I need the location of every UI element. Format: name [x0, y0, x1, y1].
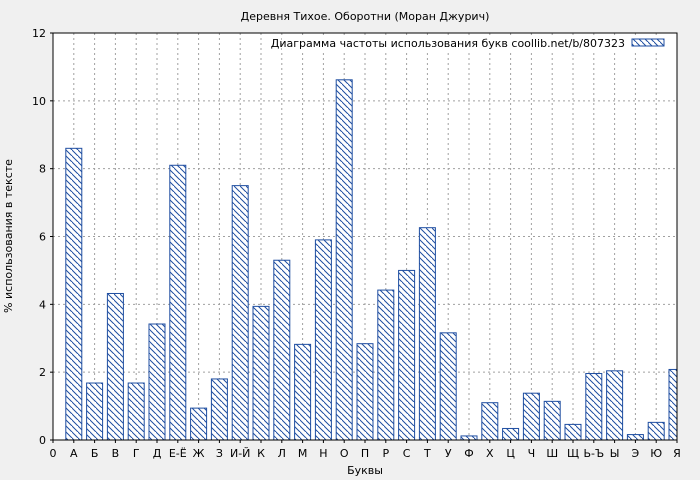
y-tick-label: 12 — [32, 27, 46, 40]
y-tick-label: 8 — [39, 163, 46, 176]
legend-background — [282, 35, 676, 51]
x-tick-label: У — [445, 447, 452, 460]
bar-С — [398, 269, 416, 441]
x-axis-ticks: 0 А Б В Г Д Е-Ё Ж З И-Й К Л М Н О П Р С Т У Ф Х Ц Ч Ш Щ Ь-Ъ Ы Э Ю Я — [50, 440, 681, 460]
bar-Э — [626, 434, 644, 441]
x-tick-label: Р — [382, 447, 389, 460]
y-axis-ticks: 0 2 4 6 8 10 12 — [32, 27, 53, 447]
x-tick-label: С — [403, 447, 411, 460]
x-tick-label: Ф — [464, 447, 473, 460]
y-tick-label: 2 — [39, 366, 46, 379]
bar-Щ — [564, 423, 582, 441]
x-tick-label: Ь-Ъ — [583, 447, 604, 460]
x-tick-label: А — [70, 447, 78, 460]
bar-Н — [314, 239, 332, 441]
bars-group — [65, 79, 678, 441]
x-tick-label: Э — [632, 447, 640, 460]
bar-Ы — [606, 370, 624, 441]
x-tick-label: Щ — [567, 447, 579, 460]
bar-Ф — [460, 435, 478, 441]
x-tick-label: Х — [486, 447, 494, 460]
legend: Диаграмма частоты использования букв coo… — [271, 35, 676, 51]
bar-Ц — [502, 427, 520, 441]
legend-swatch — [631, 38, 665, 47]
x-tick-label: Н — [319, 447, 327, 460]
bar-А — [65, 147, 83, 441]
bar-И-Й — [231, 185, 249, 441]
bar-Ю — [647, 421, 665, 441]
x-tick-label: 0 — [50, 447, 57, 460]
x-tick-label: Ж — [193, 447, 205, 460]
bar-Я — [668, 368, 678, 441]
bar-З — [210, 378, 228, 441]
bar-Ч — [522, 392, 540, 441]
x-tick-label: Ю — [650, 447, 662, 460]
y-tick-label: 0 — [39, 434, 46, 447]
x-tick-label: Ч — [528, 447, 536, 460]
x-tick-label: Т — [423, 447, 431, 460]
x-tick-label: Ш — [546, 447, 558, 460]
bar-Д — [148, 323, 166, 441]
bar-П — [356, 343, 374, 441]
y-tick-label: 6 — [39, 231, 46, 244]
x-tick-label: В — [112, 447, 120, 460]
x-tick-label: Б — [91, 447, 99, 460]
y-axis-label: % использования в тексте — [2, 159, 15, 313]
x-tick-label: Е-Ё — [169, 447, 187, 460]
bar-Т — [418, 227, 436, 441]
chart-title: Деревня Тихое. Оборотни (Моран Джурич) — [241, 10, 490, 23]
bar-В — [106, 292, 124, 441]
x-tick-label: О — [340, 447, 349, 460]
bar-Ш — [543, 400, 561, 441]
x-tick-label: Д — [153, 447, 162, 460]
bar-О — [335, 79, 353, 441]
bar-У — [439, 332, 457, 441]
x-tick-label: З — [216, 447, 223, 460]
bar-Е-Ё — [169, 164, 187, 441]
x-axis-label: Буквы — [347, 464, 383, 477]
x-tick-label: М — [298, 447, 308, 460]
x-tick-label: Г — [133, 447, 140, 460]
x-tick-label: П — [361, 447, 369, 460]
x-tick-label: Ы — [610, 447, 620, 460]
x-tick-label: Я — [673, 447, 681, 460]
y-tick-label: 10 — [32, 95, 46, 108]
bar-М — [294, 343, 312, 441]
x-tick-label: Л — [278, 447, 286, 460]
bar-Г — [127, 382, 145, 441]
x-tick-label: И-Й — [230, 447, 250, 460]
y-tick-label: 4 — [39, 298, 46, 311]
legend-label: Диаграмма частоты использования букв coo… — [271, 37, 625, 50]
bar-Б — [86, 382, 104, 441]
bar-Л — [273, 259, 291, 441]
x-tick-label: К — [257, 447, 265, 460]
bar-К — [252, 305, 270, 441]
bar-Ж — [190, 407, 208, 441]
bar-Р — [377, 289, 395, 441]
bar-Х — [481, 402, 499, 441]
x-tick-label: Ц — [506, 447, 515, 460]
bar-Ь-Ъ — [585, 373, 603, 441]
